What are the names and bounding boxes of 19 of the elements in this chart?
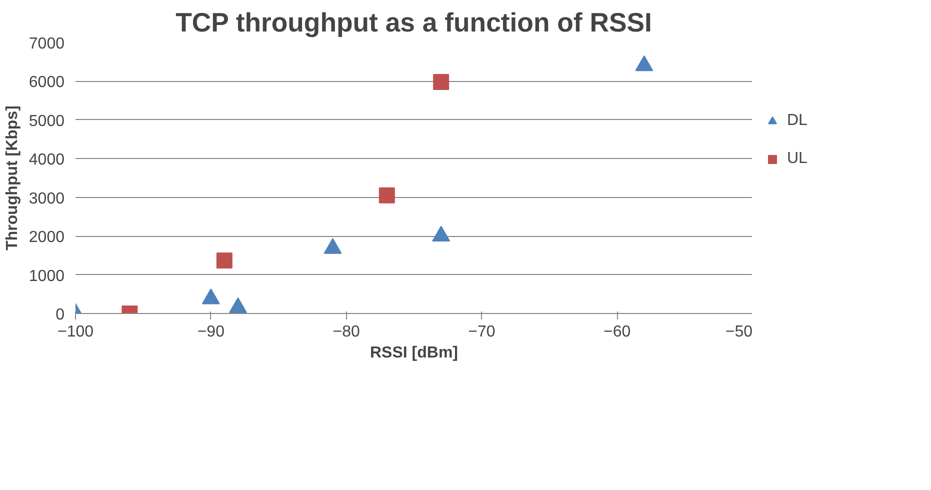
- y-tick-label: 7000: [28, 36, 65, 52]
- y-tick-label: 6000: [28, 74, 65, 92]
- x-axis-title: RSSI [dBm]: [370, 344, 458, 362]
- x-tick-label: −50: [725, 324, 753, 340]
- y-tick-label: 4000: [28, 152, 65, 169]
- y-tick-label: 2000: [28, 229, 65, 246]
- chart-title: TCP throughput as a function of RSSI: [176, 8, 652, 38]
- x-tick-label: −80: [332, 324, 360, 340]
- y-tick-label: 1000: [28, 268, 65, 285]
- legend-label: UL: [787, 150, 808, 168]
- y-tick-label: 0: [56, 306, 65, 324]
- x-tick-label: −90: [197, 324, 225, 340]
- y-axis-title: Throughput [Kbps]: [4, 106, 21, 250]
- x-tick-label: −100: [57, 324, 94, 340]
- x-tick-label: −70: [468, 324, 496, 340]
- y-tick-label: 5000: [28, 112, 65, 130]
- y-tick-label: 3000: [28, 190, 65, 208]
- x-tick-label: −60: [604, 324, 631, 340]
- legend-label: DL: [787, 112, 808, 130]
